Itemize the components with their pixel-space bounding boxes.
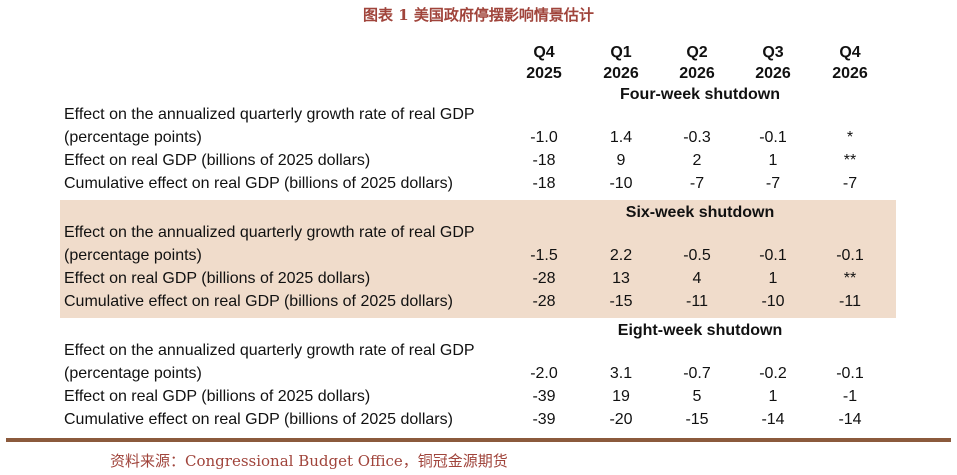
table-cell: -28 [532, 293, 556, 310]
column-quarter: Q4 [839, 44, 861, 61]
table-cell: -15 [685, 411, 709, 428]
scenario-title: Four-week shutdown [620, 86, 780, 103]
table-cell: 1.4 [609, 129, 633, 146]
scenario-title: Six-week shutdown [625, 204, 775, 221]
row-label-continued: (percentage points) [64, 247, 202, 264]
table-cell: -2.0 [530, 365, 558, 382]
table-cell: -11 [686, 293, 708, 310]
table-cell: -28 [532, 270, 556, 287]
column-header: Q4 2025 [514, 42, 574, 84]
table-cell: -0.3 [683, 129, 711, 146]
table-cell: -39 [532, 411, 556, 428]
source-note: 资料来源：Congressional Budget Office，铜冠金源期货 [110, 452, 508, 470]
row-label: Effect on the annualized quarterly growt… [64, 106, 475, 123]
column-header: Q4 2026 [820, 42, 880, 84]
table-cell: -7 [689, 175, 705, 192]
row-label: Effect on the annualized quarterly growt… [64, 224, 475, 241]
table-cell: 2 [692, 152, 702, 169]
table-cell: 9 [616, 152, 626, 169]
table-cell: -1.5 [530, 247, 558, 264]
table-cell: 13 [612, 270, 630, 287]
row-label: Cumulative effect on real GDP (billions … [64, 411, 453, 428]
table-cell: 19 [612, 388, 630, 405]
table-cell: ** [843, 152, 857, 169]
column-quarter: Q1 [610, 44, 632, 61]
table-cell: -14 [838, 411, 862, 428]
column-year: 2026 [832, 65, 868, 82]
table-cell: -1 [842, 388, 858, 405]
column-year: 2026 [755, 65, 791, 82]
row-label: Effect on the annualized quarterly growt… [64, 342, 475, 359]
table-cell: -0.5 [683, 247, 711, 264]
table-cell: 3.1 [609, 365, 633, 382]
row-label: Effect on real GDP (billions of 2025 dol… [64, 270, 371, 287]
column-header: Q1 2026 [591, 42, 651, 84]
table-cell: -14 [761, 411, 785, 428]
table-cell: -0.7 [683, 365, 711, 382]
table-cell: 1 [768, 388, 778, 405]
bottom-rule [6, 438, 951, 442]
column-quarter: Q4 [533, 44, 555, 61]
column-quarter: Q2 [686, 44, 708, 61]
column-year: 2026 [603, 65, 639, 82]
table-cell: ** [843, 270, 857, 287]
table-cell: 4 [692, 270, 702, 287]
table-cell: -0.1 [759, 129, 787, 146]
column-header: Q2 2026 [667, 42, 727, 84]
row-label-continued: (percentage points) [64, 365, 202, 382]
row-label: Effect on real GDP (billions of 2025 dol… [64, 152, 371, 169]
table-cell: * [846, 129, 854, 146]
table-cell: -11 [839, 293, 861, 310]
table-cell: -0.1 [836, 247, 864, 264]
table-cell: 5 [692, 388, 702, 405]
table-cell: -20 [609, 411, 633, 428]
table-cell: -15 [609, 293, 633, 310]
table-cell: 2.2 [609, 247, 633, 264]
table-cell: -18 [532, 175, 556, 192]
column-quarter: Q3 [762, 44, 784, 61]
table-cell: -18 [532, 152, 556, 169]
row-label-continued: (percentage points) [64, 129, 202, 146]
row-label: Cumulative effect on real GDP (billions … [64, 293, 453, 310]
row-label: Cumulative effect on real GDP (billions … [64, 175, 453, 192]
table-cell: -1.0 [530, 129, 558, 146]
table-cell: 1 [768, 270, 778, 287]
table-cell: -0.1 [836, 365, 864, 382]
table-cell: -39 [532, 388, 556, 405]
figure-title: 图表 1 美国政府停摆影响情景估计 [363, 6, 594, 24]
table-cell: -10 [761, 293, 785, 310]
table-cell: -10 [609, 175, 633, 192]
row-label: Effect on real GDP (billions of 2025 dol… [64, 388, 371, 405]
column-header: Q3 2026 [743, 42, 803, 84]
scenario-title: Eight-week shutdown [617, 322, 783, 339]
highlight-band [60, 200, 896, 318]
table-cell: -0.1 [759, 247, 787, 264]
table-cell: -0.2 [759, 365, 787, 382]
table-cell: -7 [842, 175, 858, 192]
column-year: 2026 [679, 65, 715, 82]
column-year: 2025 [526, 65, 562, 82]
table-cell: 1 [768, 152, 778, 169]
table-cell: -7 [765, 175, 781, 192]
